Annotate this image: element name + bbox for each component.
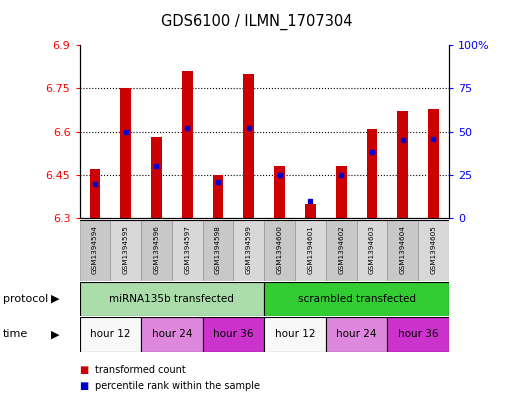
Bar <box>428 108 439 218</box>
Text: hour 36: hour 36 <box>213 329 253 340</box>
Bar <box>387 220 418 281</box>
Text: GSM1394598: GSM1394598 <box>215 225 221 274</box>
Bar <box>264 317 326 352</box>
Text: GSM1394594: GSM1394594 <box>92 225 98 274</box>
Text: GSM1394601: GSM1394601 <box>307 225 313 274</box>
Bar <box>418 220 449 281</box>
Text: ▶: ▶ <box>51 294 60 304</box>
Text: hour 24: hour 24 <box>337 329 377 340</box>
Text: GSM1394602: GSM1394602 <box>338 225 344 274</box>
Bar <box>110 220 141 281</box>
Text: GSM1394603: GSM1394603 <box>369 225 375 274</box>
Text: hour 12: hour 12 <box>275 329 315 340</box>
Bar <box>80 317 141 352</box>
Text: time: time <box>3 329 28 340</box>
Text: hour 12: hour 12 <box>90 329 130 340</box>
Text: ▶: ▶ <box>51 329 60 340</box>
Text: GSM1394595: GSM1394595 <box>123 225 129 274</box>
Text: hour 36: hour 36 <box>398 329 438 340</box>
Bar <box>336 166 347 218</box>
Bar <box>182 71 192 218</box>
Text: GSM1394596: GSM1394596 <box>153 225 160 274</box>
Bar <box>295 220 326 281</box>
Text: GSM1394597: GSM1394597 <box>184 225 190 274</box>
Bar <box>387 317 449 352</box>
Text: GSM1394605: GSM1394605 <box>430 225 437 274</box>
Bar <box>120 88 131 218</box>
Bar <box>203 317 264 352</box>
Text: GSM1394600: GSM1394600 <box>277 225 283 274</box>
Bar <box>151 138 162 218</box>
Text: protocol: protocol <box>3 294 48 304</box>
Bar <box>203 220 233 281</box>
Text: percentile rank within the sample: percentile rank within the sample <box>95 381 260 391</box>
Text: ■: ■ <box>80 365 89 375</box>
Text: GSM1394604: GSM1394604 <box>400 225 406 274</box>
Text: GDS6100 / ILMN_1707304: GDS6100 / ILMN_1707304 <box>161 14 352 30</box>
Bar <box>141 220 172 281</box>
Bar <box>357 220 387 281</box>
Text: scrambled transfected: scrambled transfected <box>298 294 416 304</box>
Bar <box>172 220 203 281</box>
Bar <box>80 282 264 316</box>
Bar <box>213 175 224 218</box>
Bar <box>326 317 387 352</box>
Bar <box>397 112 408 218</box>
Text: transformed count: transformed count <box>95 365 186 375</box>
Bar <box>233 220 264 281</box>
Bar <box>326 220 357 281</box>
Bar <box>274 166 285 218</box>
Bar <box>89 169 100 218</box>
Bar <box>244 74 254 218</box>
Bar <box>264 282 449 316</box>
Text: ■: ■ <box>80 381 89 391</box>
Text: hour 24: hour 24 <box>152 329 192 340</box>
Bar <box>264 220 295 281</box>
Bar <box>305 204 316 218</box>
Bar <box>80 220 110 281</box>
Bar <box>366 129 377 218</box>
Bar <box>141 317 203 352</box>
Text: GSM1394599: GSM1394599 <box>246 225 252 274</box>
Text: miRNA135b transfected: miRNA135b transfected <box>109 294 234 304</box>
